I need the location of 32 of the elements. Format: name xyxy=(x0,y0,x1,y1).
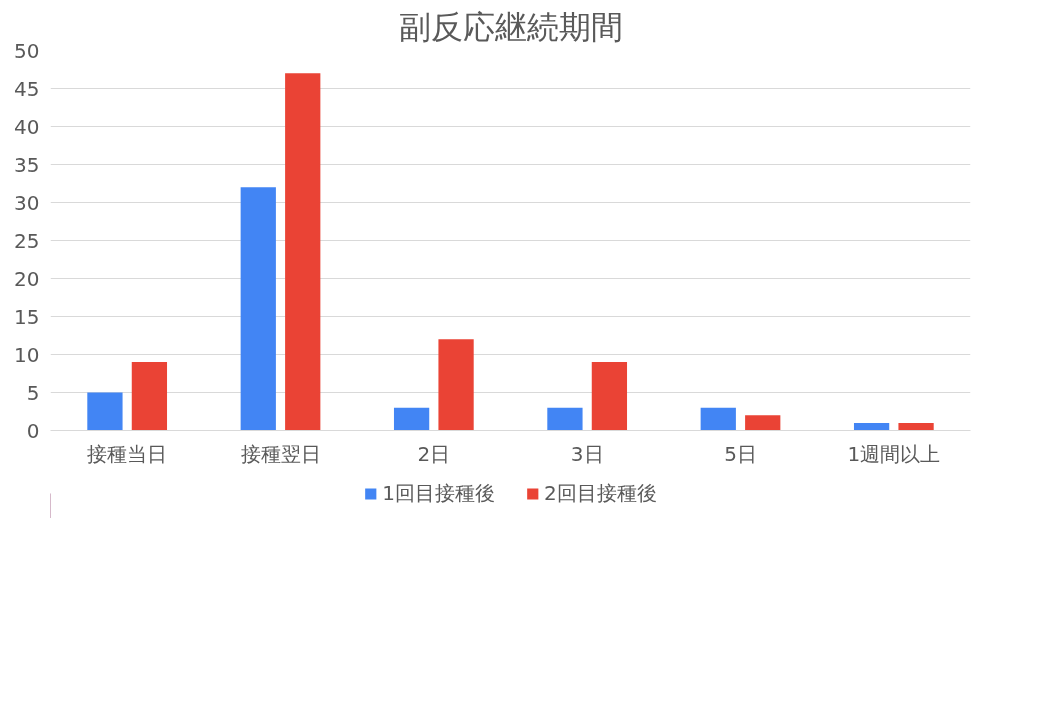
x-tick-label: 3日 xyxy=(570,441,604,466)
x-tick-label: 1週間以上 xyxy=(847,441,941,466)
bar xyxy=(700,407,736,431)
y-tick-label: 30 xyxy=(14,190,40,215)
y-tick-label: 35 xyxy=(14,152,40,177)
bar xyxy=(853,422,890,431)
x-tick-label: 5日 xyxy=(724,441,757,466)
y-tick-label: 10 xyxy=(14,342,40,367)
bar xyxy=(285,73,321,431)
bar xyxy=(591,362,628,431)
bar xyxy=(240,187,276,431)
y-tick-label: 25 xyxy=(14,228,40,253)
bar xyxy=(87,392,123,431)
bar xyxy=(898,422,934,431)
bar xyxy=(393,407,430,431)
legend-label: 2回目接種後 xyxy=(544,479,657,507)
y-tick-label: 45 xyxy=(14,76,40,101)
x-tick-label: 接種翌日 xyxy=(240,441,321,466)
legend-label: 1回目接種後 xyxy=(382,479,495,507)
y-tick-label: 40 xyxy=(14,114,40,139)
x-tick-label: 2日 xyxy=(417,441,451,466)
chart-title: 副反応継続期間 xyxy=(398,7,623,46)
bar xyxy=(745,415,781,431)
bar xyxy=(438,339,474,431)
y-tick-label: 50 xyxy=(14,38,40,63)
y-tick-label: 5 xyxy=(26,380,40,405)
bar xyxy=(131,362,168,431)
y-tick-label: 20 xyxy=(14,266,40,291)
bar xyxy=(547,407,583,431)
x-tick-label: 接種当日 xyxy=(87,441,168,466)
y-tick-label: 0 xyxy=(26,418,40,443)
y-tick-label: 15 xyxy=(14,304,40,329)
